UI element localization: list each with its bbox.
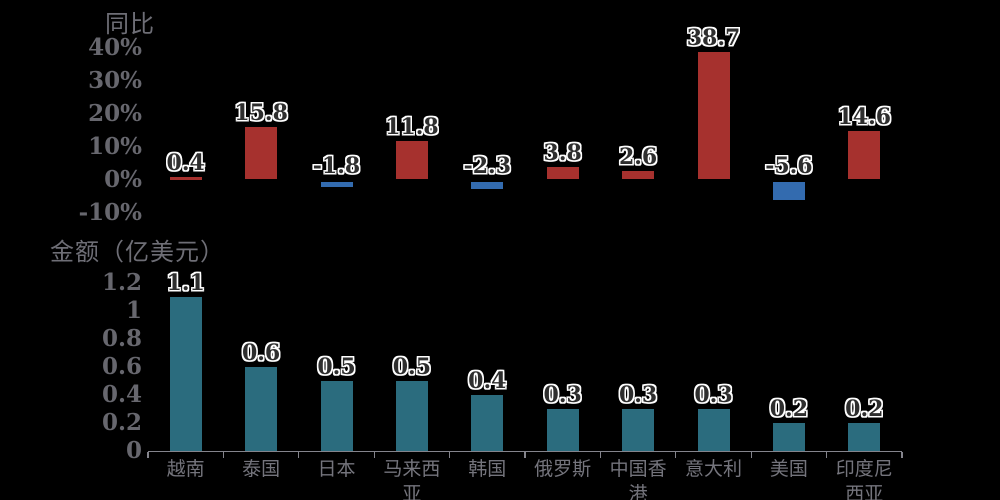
bar-value-label: 0.3 (618, 382, 658, 408)
bar-value-label: -5.6 (765, 152, 813, 179)
category-label: 越南 (166, 459, 205, 480)
y-axis-tick-label: 0.2 (101, 409, 142, 436)
bar-value-label: 0.5 (392, 354, 432, 380)
amount-bar (471, 395, 504, 451)
yoy-bar (471, 181, 504, 190)
category-label: 马来西 亚 (383, 459, 441, 500)
category-label: 意大利 (684, 459, 742, 480)
bar-value-label: 38.7 (686, 24, 741, 51)
bar-value-label: 0.6 (241, 340, 281, 366)
bar-value-label: 14.6 (837, 104, 892, 131)
axis-tick (524, 452, 526, 458)
bar-value-label: 15.8 (234, 100, 288, 127)
bar-value-label: 0.3 (543, 382, 582, 408)
category-label: 日本 (317, 459, 356, 480)
amount-bar (697, 409, 730, 451)
y-axis-tick-label: -10% (78, 198, 142, 226)
yoy-bar (848, 131, 881, 180)
yoy-bar (320, 181, 353, 188)
bar-value-label: 0.2 (769, 396, 809, 422)
yoy-bar (395, 140, 428, 180)
bar-value-label: 2.6 (618, 143, 658, 170)
yoy-axis-title: 同比 (105, 11, 155, 38)
category-label: 俄罗斯 (534, 459, 592, 480)
yoy-bar (697, 51, 730, 180)
category-axis-line (148, 450, 902, 452)
y-axis-tick-label: 0% (104, 165, 142, 193)
category-label: 印度尼 西亚 (835, 459, 893, 500)
y-axis-tick-label: 1.2 (101, 269, 142, 296)
category-label: 美国 (769, 459, 808, 480)
axis-tick (298, 452, 300, 458)
axis-tick (373, 452, 375, 458)
axis-tick (675, 452, 677, 458)
y-axis-tick-label: 1 (125, 297, 142, 324)
bar-value-label: -2.3 (463, 152, 511, 179)
yoy-bar (772, 181, 805, 200)
amount-bar (546, 409, 579, 451)
axis-tick (599, 452, 602, 458)
axis-tick (449, 452, 451, 458)
y-axis-tick-label: 20% (88, 99, 142, 127)
bar-value-label: 11.8 (385, 113, 439, 140)
bar-value-label: 3.8 (543, 139, 582, 166)
category-label: 泰国 (242, 459, 281, 480)
axis-tick (901, 452, 903, 458)
axis-tick (222, 452, 225, 458)
yoy-bar (245, 127, 278, 180)
y-axis-tick-label: 10% (88, 132, 142, 160)
bar-value-label: 0.3 (694, 382, 733, 408)
amount-bar (622, 409, 655, 451)
bar-value-label: -1.8 (312, 152, 361, 179)
yoy-bar (622, 170, 655, 180)
amount-bar (245, 367, 278, 451)
bar-value-label: 0.4 (166, 149, 205, 176)
amount-bar (848, 423, 881, 451)
yoy-bar (546, 166, 579, 180)
axis-tick (826, 452, 828, 458)
axis-tick (147, 452, 149, 458)
y-axis-tick-label: 0 (125, 437, 142, 464)
y-axis-tick-label: 40% (88, 33, 142, 61)
amount-bar (320, 381, 353, 451)
amount-bar (772, 423, 805, 451)
bar-value-label: 0.2 (845, 396, 884, 422)
amount-bar (169, 297, 202, 451)
yoy-bar (169, 176, 202, 180)
y-axis-tick-label: 0.8 (101, 325, 142, 352)
category-label: 韩国 (468, 459, 507, 480)
bar-value-label: 1.1 (166, 270, 205, 296)
bar-value-label: 0.4 (468, 368, 507, 394)
axis-tick (750, 452, 752, 458)
amount-bar (395, 381, 428, 451)
y-axis-tick-label: 0.4 (101, 381, 142, 408)
category-label: 中国香 港 (609, 459, 667, 500)
y-axis-tick-label: 30% (88, 66, 142, 94)
bar-value-label: 0.5 (317, 354, 356, 380)
amount-axis-title: 金额（亿美元） (50, 239, 225, 266)
y-axis-tick-label: 0.6 (101, 353, 142, 380)
